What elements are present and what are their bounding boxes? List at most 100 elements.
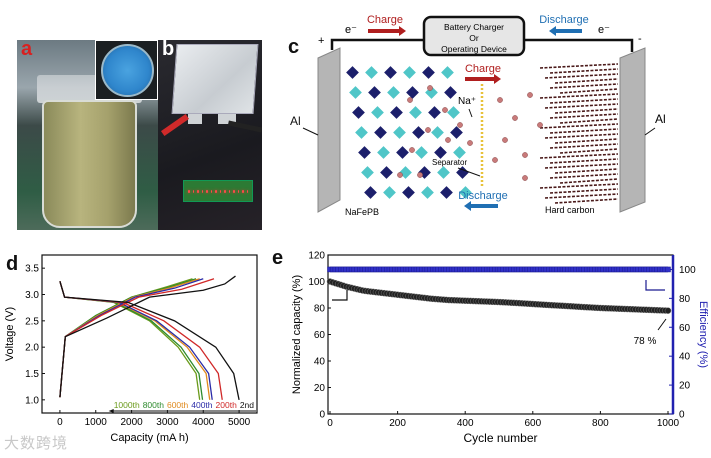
- charge-curve-1000th: [59, 278, 193, 398]
- na-ion: [537, 122, 543, 128]
- anode-carbon: [539, 63, 619, 204]
- y-tick-label: 60: [314, 330, 326, 341]
- plot-frame: [327, 254, 674, 415]
- lattice-octahedron: [377, 146, 390, 159]
- x-tick-label: 800: [592, 418, 609, 429]
- led: [197, 189, 199, 193]
- x-tick-label: 600: [524, 418, 541, 429]
- photo-pouch-cell: [158, 40, 262, 230]
- x-axis-label: Capacity (mA h): [110, 432, 188, 444]
- plot-frame: [41, 254, 258, 414]
- lattice-octahedron: [421, 186, 434, 199]
- y2-tick-label: 0: [679, 410, 685, 421]
- lattice-octahedron: [441, 66, 454, 79]
- panel-label-d: d: [6, 253, 19, 275]
- panel-label-a: a: [21, 38, 33, 60]
- y-tick-label: 80: [314, 304, 326, 315]
- y-tick-label: 20: [314, 383, 326, 394]
- led: [237, 189, 239, 193]
- carbon-layer: [539, 63, 619, 74]
- lattice-octahedron: [393, 126, 406, 139]
- carbon-layer: [539, 93, 619, 104]
- x-axis-label: Cycle number: [463, 431, 537, 445]
- annotation-pointer: [657, 318, 667, 331]
- na-ion: [522, 152, 528, 158]
- legend-entry: 1000th: [114, 400, 140, 410]
- lattice-octahedron: [358, 146, 371, 159]
- legend-arrow-head: [108, 409, 114, 413]
- lattice-octahedron: [434, 146, 447, 159]
- capacity-point: [664, 307, 672, 314]
- x-tick-label: 400: [457, 418, 474, 429]
- carbon-layer: [549, 143, 619, 154]
- legend-entry: 600th: [167, 400, 189, 410]
- charge-arrow-head: [399, 26, 406, 36]
- ion-pointer: [468, 108, 473, 118]
- minus-sign: -: [638, 33, 642, 45]
- na-ion: [442, 107, 448, 113]
- capacity-axis-indicator: [332, 290, 348, 301]
- x-tick-label: 3000: [156, 417, 179, 428]
- carbon-layer: [549, 113, 619, 124]
- na-ion: [527, 92, 533, 98]
- led: [215, 189, 217, 193]
- carbon-layer: [544, 163, 619, 174]
- led: [188, 189, 190, 193]
- led-board: [183, 180, 253, 202]
- charge-curve-2nd: [59, 275, 236, 398]
- lattice-octahedron: [383, 186, 396, 199]
- x-tick-label: 5000: [228, 417, 251, 428]
- lattice-octahedron: [355, 126, 368, 139]
- lattice-octahedron: [364, 186, 377, 199]
- y-tick-label: 3.0: [25, 290, 39, 301]
- y-tick-label: 100: [308, 277, 325, 288]
- y-tick-label: 0: [319, 410, 325, 421]
- y2-tick-label: 60: [679, 323, 691, 334]
- lattice-octahedron: [450, 126, 463, 139]
- carbon-layer: [544, 103, 619, 114]
- y-tick-label: 2.0: [25, 343, 39, 354]
- led: [242, 189, 244, 193]
- discharge-arrow-head: [549, 26, 556, 36]
- lattice-octahedron: [440, 186, 453, 199]
- na-ion: [467, 140, 473, 146]
- lattice-octahedron: [396, 146, 409, 159]
- x-tick-label: 0: [57, 417, 63, 428]
- lattice-octahedron: [374, 126, 387, 139]
- x-tick-label: 0: [327, 418, 333, 429]
- y2-axis-label: Efficiency (%): [697, 301, 709, 368]
- left-al-label: Al: [290, 114, 301, 128]
- legend-entry: 800th: [143, 400, 165, 410]
- cell-tab: [188, 114, 202, 124]
- lattice-octahedron: [380, 166, 393, 179]
- na-ion: [417, 172, 423, 178]
- y-tick-label: 2.5: [25, 316, 39, 327]
- mid-charge-arrow-head: [494, 74, 501, 84]
- lattice-octahedron: [453, 146, 466, 159]
- lattice-octahedron: [390, 106, 403, 119]
- retention-annotation: 78 %: [634, 336, 657, 347]
- carbon-layer: [544, 73, 619, 84]
- device-line-2: Or: [469, 33, 479, 43]
- lattice-octahedron: [412, 126, 425, 139]
- cell-tab: [218, 114, 236, 124]
- left-collector: [317, 47, 341, 213]
- electron-left: e⁻: [345, 24, 357, 36]
- carbon-layer: [549, 83, 619, 94]
- carbon-layer: [539, 153, 619, 164]
- y-tick-label: 40: [314, 357, 326, 368]
- lattice-octahedron: [422, 66, 435, 79]
- ion-label: Na⁺: [458, 96, 476, 107]
- lattice-octahedron: [403, 66, 416, 79]
- led: [210, 189, 212, 193]
- watermark: 大数跨境: [4, 435, 69, 452]
- separator-pointer: [457, 167, 481, 177]
- x-tick-label: 2000: [120, 417, 143, 428]
- photo-reactor: [17, 40, 158, 230]
- x-tick-label: 200: [389, 418, 406, 429]
- lattice-octahedron: [361, 166, 374, 179]
- right-collector: [619, 47, 646, 213]
- device-line-1: Battery Charger: [444, 22, 504, 32]
- legend-entry: 200th: [216, 400, 238, 410]
- left-al-pointer: [302, 127, 319, 136]
